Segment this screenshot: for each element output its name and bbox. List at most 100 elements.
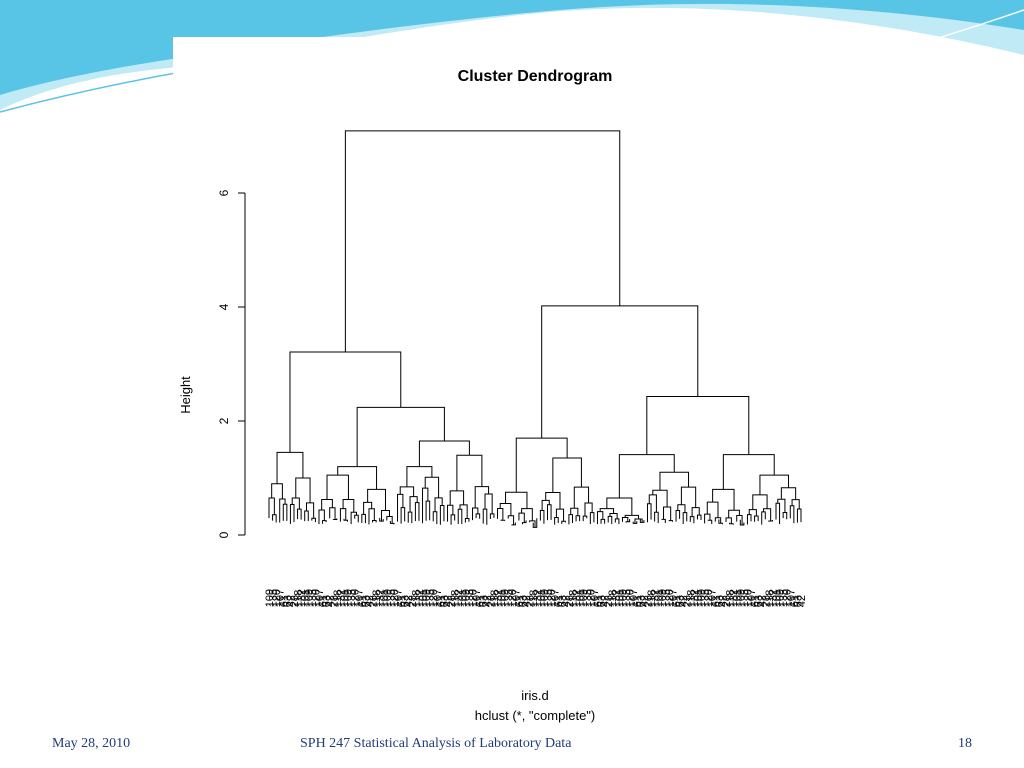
leaf-label: 23 bbox=[721, 595, 733, 607]
leaf-label: 61 bbox=[318, 595, 330, 607]
leaf-label: 42 bbox=[600, 595, 612, 607]
dendrogram-branch bbox=[344, 130, 621, 353]
y-tick-label: 4 bbox=[217, 303, 231, 310]
leaf-label: 132 bbox=[414, 589, 426, 607]
swoosh-band-dark bbox=[0, 0, 1024, 95]
leaf-label: 101 bbox=[457, 589, 469, 607]
leaf-label: 42 bbox=[403, 595, 415, 607]
leaf-label: 109 bbox=[775, 589, 787, 607]
leaf-label: 118 bbox=[410, 590, 422, 608]
dendrogram-branch bbox=[573, 486, 590, 509]
dendrogram-branch bbox=[400, 507, 406, 524]
leaf-label: 61 bbox=[435, 595, 447, 607]
leaf-label: 132 bbox=[375, 589, 387, 607]
dendrogram-branch bbox=[282, 503, 288, 521]
leaf-label: 61 bbox=[357, 595, 369, 607]
leaf-label: 42 bbox=[325, 595, 337, 607]
dendrogram-branch bbox=[291, 497, 300, 510]
dendrogram-tree bbox=[268, 130, 802, 528]
leaf-label: 109 bbox=[303, 589, 315, 607]
leaf-label: 23 bbox=[407, 595, 419, 607]
leaf-label: 120 bbox=[507, 589, 519, 607]
leaf-label: 107 bbox=[353, 589, 365, 607]
dendrogram-branch bbox=[584, 502, 593, 517]
leaf-label: 118 bbox=[764, 590, 776, 608]
leaf-label: 63 bbox=[439, 595, 451, 607]
dendrogram-branch bbox=[796, 508, 802, 523]
leaf-label: 61 bbox=[789, 595, 801, 607]
dendrogram-branch bbox=[505, 491, 528, 509]
leaf-label: 61 bbox=[475, 595, 487, 607]
dendrogram-branch bbox=[668, 520, 673, 522]
leaf-label: 120 bbox=[782, 589, 794, 607]
dendrogram-branch bbox=[618, 454, 675, 498]
dendrogram-branch bbox=[763, 508, 772, 521]
dendrogram-branch bbox=[600, 518, 606, 524]
dendrogram-branch bbox=[746, 514, 752, 525]
leaf-label: 109 bbox=[617, 589, 629, 607]
dendrogram-branch bbox=[748, 509, 757, 516]
leaf-label: 109 bbox=[421, 589, 433, 607]
leaf-label: 63 bbox=[714, 595, 726, 607]
y-tick-label: 6 bbox=[217, 189, 231, 196]
leaf-label: 107 bbox=[628, 589, 640, 607]
leaf-label: 132 bbox=[610, 589, 622, 607]
dendrogram-branch bbox=[406, 466, 433, 487]
dendrogram-branch bbox=[372, 519, 377, 523]
leaf-label: 107 bbox=[785, 589, 797, 607]
leaf-label: 135 bbox=[425, 589, 437, 607]
dendrogram-branch bbox=[718, 519, 723, 525]
dendrogram-branch bbox=[321, 499, 333, 510]
leaf-label: 135 bbox=[268, 589, 280, 607]
leaf-label: 61 bbox=[750, 595, 762, 607]
dendrogram-branch bbox=[482, 508, 488, 525]
leaf-label: 63 bbox=[675, 595, 687, 607]
leaf-label: 101 bbox=[418, 589, 430, 607]
leaf-label: 107 bbox=[746, 589, 758, 607]
leaf-label: 101 bbox=[692, 589, 704, 607]
leaf-label: 107 bbox=[275, 589, 287, 607]
dendrogram-branch bbox=[368, 508, 375, 525]
leaf-label: 42 bbox=[521, 595, 533, 607]
dendrogram-branch bbox=[424, 476, 440, 498]
dendrogram-branch bbox=[759, 474, 790, 495]
leaf-label: 101 bbox=[535, 589, 547, 607]
dendrogram-branch bbox=[632, 521, 638, 524]
dendrogram-branch bbox=[646, 395, 750, 455]
leaf-label: 135 bbox=[346, 589, 358, 607]
dendrogram-branch bbox=[342, 499, 355, 513]
dendrogram-branch bbox=[661, 518, 666, 523]
dendrogram-branch bbox=[497, 507, 504, 521]
dendrogram-branch bbox=[305, 502, 315, 519]
y-axis: 0 2 4 6 bbox=[217, 189, 246, 538]
leaf-labels: 1091351201076163422311813210110913512010… bbox=[264, 589, 808, 607]
dendrogram-branch bbox=[379, 518, 384, 522]
leaf-label: 135 bbox=[700, 589, 712, 607]
figure-panel: Cluster Dendrogram Height iris.d hclust … bbox=[173, 37, 862, 730]
dendrogram-branch bbox=[646, 503, 652, 523]
dendrogram-branch bbox=[450, 514, 456, 525]
dendrogram-branch bbox=[522, 520, 527, 525]
dendrogram-branch bbox=[659, 471, 690, 491]
leaf-label: 109 bbox=[264, 589, 276, 607]
dendrogram-branch bbox=[552, 457, 582, 493]
leaf-label: 109 bbox=[578, 589, 590, 607]
leaf-label: 63 bbox=[321, 595, 333, 607]
leaf-label: 42 bbox=[757, 595, 769, 607]
dendrogram-branch bbox=[386, 515, 393, 524]
dendrogram-branch bbox=[606, 497, 633, 516]
dendrogram-branch bbox=[639, 518, 645, 523]
leaf-label: 23 bbox=[525, 595, 537, 607]
dendrogram-branch bbox=[696, 514, 702, 520]
dendrogram-branch bbox=[654, 511, 659, 524]
dendrogram-branch bbox=[691, 507, 700, 517]
dendrogram-branch bbox=[389, 521, 395, 525]
dendrogram-branch bbox=[625, 519, 631, 523]
leaf-label: 118 bbox=[332, 590, 344, 608]
leaf-label: 135 bbox=[660, 589, 672, 607]
dendrogram-branch bbox=[599, 508, 615, 514]
footer-page-number: 18 bbox=[958, 736, 972, 751]
leaf-label: 118 bbox=[607, 590, 619, 608]
leaf-label: 42 bbox=[443, 595, 455, 607]
dendrogram-branch bbox=[545, 491, 561, 510]
